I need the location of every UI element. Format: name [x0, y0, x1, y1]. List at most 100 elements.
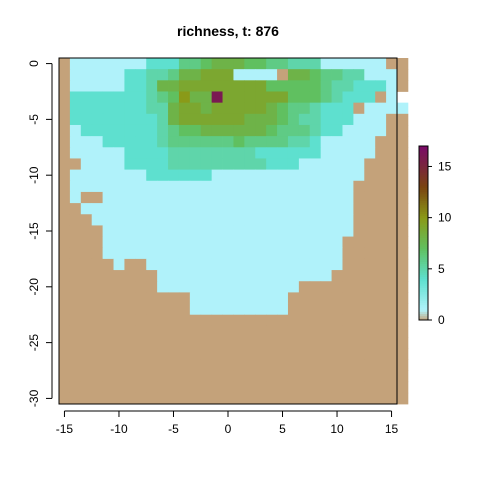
- heatmap-cell: [244, 158, 256, 171]
- heatmap-cell: [386, 80, 398, 92]
- legend-color-step: [419, 161, 428, 164]
- heatmap-cell: [309, 348, 322, 360]
- legend-color-step: [419, 302, 428, 306]
- heatmap-cell: [331, 158, 343, 171]
- heatmap-cell: [69, 392, 82, 405]
- heatmap-cell: [91, 236, 104, 249]
- heatmap-cell: [91, 158, 104, 171]
- y-tick-label: 0: [27, 60, 41, 67]
- heatmap-cell: [320, 124, 332, 137]
- heatmap-cell: [298, 169, 311, 182]
- heatmap-cell: [80, 359, 93, 371]
- heatmap-cell: [397, 337, 409, 349]
- heatmap-cell: [342, 180, 354, 193]
- heatmap-cell: [200, 370, 213, 383]
- heatmap-cell: [298, 381, 311, 394]
- heatmap-cell: [309, 58, 322, 70]
- heatmap-cell: [80, 381, 93, 394]
- heatmap-cell: [331, 292, 343, 304]
- heatmap-cell: [233, 214, 245, 226]
- heatmap-cell: [386, 225, 398, 237]
- heatmap-cell: [157, 337, 169, 349]
- legend-color-step: [419, 206, 428, 210]
- heatmap-cell: [102, 337, 114, 349]
- heatmap-cell: [397, 69, 409, 81]
- heatmap-cell: [266, 337, 278, 349]
- heatmap-cell: [211, 292, 223, 304]
- heatmap-cell: [102, 158, 114, 171]
- legend-color-step: [419, 261, 428, 264]
- heatmap-cell: [255, 348, 267, 360]
- heatmap-cell: [91, 147, 104, 159]
- heatmap-cell: [189, 236, 202, 249]
- heatmap-cell: [189, 136, 202, 148]
- heatmap-cell: [91, 124, 104, 137]
- heatmap-cell: [59, 214, 71, 226]
- heatmap-cell: [375, 169, 387, 182]
- heatmap-cell: [320, 281, 332, 293]
- heatmap-cell: [353, 292, 365, 304]
- legend-color-step: [419, 150, 428, 154]
- heatmap-cell: [80, 158, 93, 171]
- heatmap-cell: [80, 292, 93, 304]
- heatmap-cell: [189, 180, 202, 193]
- heatmap-cell: [69, 359, 82, 371]
- heatmap-cell: [222, 337, 234, 349]
- heatmap-cell: [178, 247, 191, 260]
- heatmap-cell: [113, 370, 125, 383]
- heatmap-cell: [189, 292, 202, 304]
- heatmap-cell: [386, 392, 398, 405]
- heatmap-cell: [200, 292, 213, 304]
- heatmap-cell: [189, 169, 202, 182]
- heatmap-cell: [277, 169, 289, 182]
- heatmap-cell: [375, 191, 387, 204]
- heatmap-cell: [320, 214, 332, 226]
- heatmap-cell: [222, 102, 234, 115]
- heatmap-cell: [157, 203, 169, 215]
- heatmap-cell: [135, 113, 147, 126]
- heatmap-cell: [277, 236, 289, 249]
- heatmap-cell: [124, 203, 136, 215]
- heatmap-cell: [298, 392, 311, 405]
- legend-color-step: [419, 204, 428, 208]
- heatmap-cell: [80, 236, 93, 249]
- heatmap-cell: [91, 113, 104, 126]
- heatmap-cell: [135, 325, 147, 338]
- heatmap-cell: [168, 292, 180, 304]
- heatmap-cell: [320, 147, 332, 159]
- heatmap-cell: [80, 348, 93, 360]
- heatmap-cell: [211, 80, 223, 92]
- heatmap-cell: [233, 247, 245, 260]
- heatmap-cell: [277, 214, 289, 226]
- heatmap-cell: [320, 169, 332, 182]
- heatmap-cell: [157, 180, 169, 193]
- heatmap-cell: [342, 191, 354, 204]
- heatmap-cell: [222, 203, 234, 215]
- legend-color-step: [419, 159, 428, 162]
- heatmap-cell: [168, 359, 180, 371]
- heatmap-cell: [364, 392, 376, 405]
- heatmap-cell: [266, 203, 278, 215]
- heatmap-cell: [244, 392, 256, 405]
- heatmap-cell: [287, 113, 300, 126]
- plot-frame: [58, 57, 398, 405]
- heatmap-cell: [113, 225, 125, 237]
- heatmap-cell: [146, 113, 158, 126]
- heatmap-cell: [69, 203, 82, 215]
- heatmap-cell: [59, 381, 71, 394]
- heatmap-cell: [266, 314, 278, 327]
- heatmap-cell: [59, 169, 71, 182]
- heatmap-cell: [135, 214, 147, 226]
- heatmap-cell: [80, 247, 93, 260]
- heatmap-cell: [189, 191, 202, 204]
- heatmap-cell: [331, 58, 343, 70]
- heatmap-cell: [255, 314, 267, 327]
- heatmap-cell: [386, 158, 398, 171]
- heatmap-cell: [168, 381, 180, 394]
- heatmap-cell: [255, 236, 267, 249]
- heatmap-cell: [298, 136, 311, 148]
- heatmap-cell: [124, 325, 136, 338]
- legend-color-step: [419, 278, 428, 282]
- heatmap-cell: [135, 270, 147, 282]
- heatmap-cell: [287, 124, 300, 137]
